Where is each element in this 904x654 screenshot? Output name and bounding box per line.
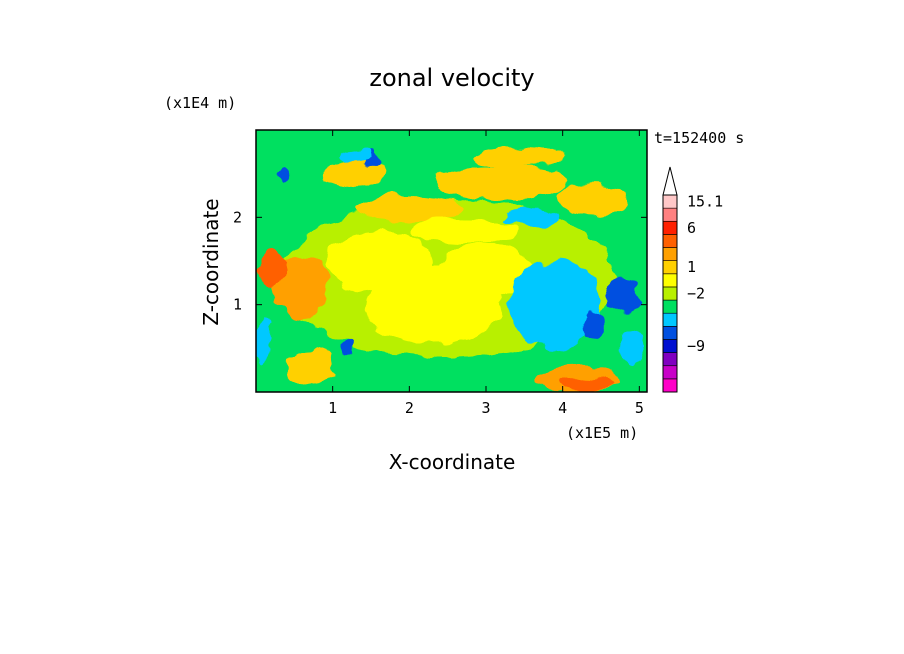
x-tick-label: 4 xyxy=(558,399,567,417)
chart-title: zonal velocity xyxy=(369,64,534,92)
x-multiplier-label: (x1E5 m) xyxy=(566,424,638,442)
colorbar-swatch xyxy=(662,273,678,288)
x-tick-label: 3 xyxy=(481,399,490,417)
colorbar-label: 15.1 xyxy=(687,193,723,211)
x-axis-ticks: 1 2 3 4 5 xyxy=(328,130,644,417)
colorbar-swatch xyxy=(662,299,678,314)
contour-region-13 xyxy=(558,376,613,391)
colorbar-swatch xyxy=(662,260,678,275)
colorbar-swatch xyxy=(662,234,678,248)
contour-region-23 xyxy=(340,150,371,163)
contour-region-18 xyxy=(620,330,644,366)
contour-region-16 xyxy=(608,278,640,314)
contour-plot-area xyxy=(256,130,647,392)
contour-region-20 xyxy=(276,164,289,183)
y-axis-label: Z-coordinate xyxy=(199,198,223,325)
colorbar-label: 6 xyxy=(687,219,696,237)
contour-field xyxy=(256,145,644,392)
contour-region-4 xyxy=(355,195,464,222)
contour-region-8 xyxy=(558,184,628,216)
contour-region-14 xyxy=(509,261,601,349)
y-tick-label: 2 xyxy=(233,208,242,226)
colorbar-swatch xyxy=(662,207,678,222)
time-label: t=152400 s xyxy=(654,129,744,147)
colorbar-swatch xyxy=(662,339,678,353)
y-multiplier-label: (x1E4 m) xyxy=(164,94,236,112)
contour-region-24 xyxy=(286,348,333,384)
colorbar-label: −9 xyxy=(687,337,705,355)
x-tick-label: 2 xyxy=(405,399,414,417)
colorbar-label: −2 xyxy=(687,285,705,303)
colorbar-swatch xyxy=(662,378,678,393)
colorbar-frame xyxy=(662,194,678,393)
colorbar-label: 1 xyxy=(687,258,696,276)
colorbar-swatch xyxy=(662,220,678,235)
contour-region-2 xyxy=(325,230,433,292)
contour-region-21 xyxy=(340,341,356,356)
contour-region-9 xyxy=(275,256,329,318)
colorbar-swatch xyxy=(662,247,678,261)
contour-region-7 xyxy=(470,145,563,167)
colorbar-swatch xyxy=(662,326,678,340)
x-tick-label: 1 xyxy=(328,399,337,417)
colorbar-swatch xyxy=(662,352,678,367)
contour-region-22 xyxy=(257,317,270,362)
plot-frame xyxy=(255,129,648,393)
contour-region-11 xyxy=(409,217,517,244)
colorbar-swatch xyxy=(662,286,678,301)
colorbar-swatch xyxy=(662,365,678,380)
contour-region-3 xyxy=(440,243,532,296)
y-tick-label: 1 xyxy=(233,296,242,314)
colorbar-swatch xyxy=(662,194,678,209)
x-tick-label: 5 xyxy=(635,399,644,417)
contour-region-5 xyxy=(432,164,571,200)
y-axis-ticks: 12 xyxy=(233,208,647,314)
contour-region-15 xyxy=(505,208,559,227)
colorbar-swatch xyxy=(662,312,678,327)
contour-region-17 xyxy=(581,313,605,340)
x-axis-label: X-coordinate xyxy=(389,450,516,474)
colorbar: 15.1 6 1 −2 −9 xyxy=(662,166,723,393)
contour-region-10 xyxy=(256,252,287,288)
colorbar-extend-arrow xyxy=(662,166,678,196)
